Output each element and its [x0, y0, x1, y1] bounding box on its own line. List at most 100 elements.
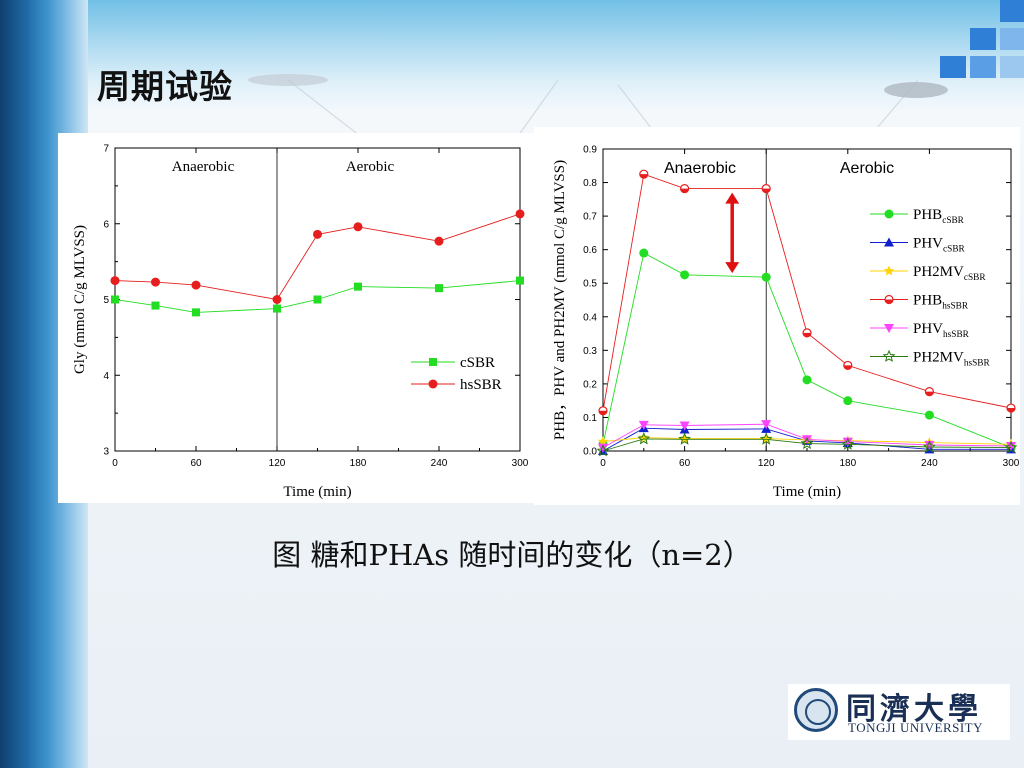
x-tick-label: 0: [600, 458, 606, 469]
y-tick-label: 7: [103, 144, 109, 155]
legend-label: hsSBR: [460, 377, 502, 393]
x-tick-label: 240: [431, 458, 448, 469]
data-point: [680, 183, 690, 194]
phase-label-aerobic: Aerobic: [840, 160, 894, 177]
data-point: [596, 444, 610, 457]
x-tick-label: 300: [1003, 458, 1020, 469]
slide-title: 周期试验: [97, 67, 233, 106]
data-point: [639, 169, 649, 179]
data-point: [435, 284, 443, 293]
data-point: [922, 440, 936, 453]
y-tick-label: 0.0: [583, 447, 597, 458]
y-tick-label: 0.3: [583, 346, 597, 357]
data-point: [802, 328, 812, 338]
data-point: [678, 432, 692, 445]
gly-chart: 0 60 120 180 240 300 3 4 5 6 7 Time (min) Gly (mmol …: [72, 144, 529, 501]
legend-entry: PHVhsSBR: [870, 321, 970, 340]
legend-marker: [882, 349, 896, 362]
legend-label: PHVhsSBR: [913, 321, 970, 340]
y-tick-label: 0.1: [583, 413, 597, 424]
legend-marker: [884, 209, 894, 219]
data-point: [1004, 440, 1018, 454]
x-tick-label: 120: [269, 458, 286, 469]
data-point: [802, 435, 812, 445]
data-point: [800, 436, 814, 450]
x-tick-label: 180: [839, 458, 856, 469]
data-point: [679, 421, 690, 431]
series-csbr: [111, 276, 524, 317]
data-point: [924, 410, 934, 420]
legend-label: cSBR: [460, 355, 495, 371]
x-tick-label: 0: [112, 458, 118, 469]
legend-entry: PH2MVcSBR: [870, 264, 986, 283]
legend-label: PH2MVcSBR: [913, 264, 986, 283]
phase-label-anaerobic: Anaerobic: [664, 160, 736, 177]
data-point: [843, 360, 853, 371]
legend-label: PHVcSBR: [913, 236, 966, 255]
logo-name-cn: 同濟大學: [846, 692, 982, 727]
data-point: [191, 280, 201, 290]
data-point: [354, 282, 362, 291]
series-phv-hssbr: [598, 420, 1016, 453]
legend-label: PH2MVhsSBR: [913, 350, 990, 369]
logo-name-en: TONGJI UNIVERSITY: [848, 720, 984, 735]
legend-entry: hsSBR: [411, 377, 502, 393]
y-tick-label: 4: [103, 371, 109, 382]
legend-marker: [884, 324, 894, 333]
y-axis-label: PHB，PHV and PH2MV (mmol C/g MLVSS): [552, 160, 568, 440]
series-hssbr: [110, 209, 525, 304]
data-point: [761, 183, 771, 194]
data-point: [638, 420, 649, 430]
pha-chart: 0 60 120 180 240 300 0.0 0.1 0.2 0.3 0.4 0.5 0.6 0.7 0…: [552, 145, 1020, 501]
series-ph2mv-hssbr: [596, 432, 1018, 457]
university-logo: 同濟大學 TONGJI UNIVERSITY: [788, 684, 1010, 740]
series-line: [114, 213, 521, 300]
data-point: [272, 295, 282, 304]
data-point: [924, 440, 935, 450]
data-point: [1006, 403, 1016, 413]
y-tick-label: 0.9: [583, 145, 597, 156]
data-point: [843, 396, 853, 406]
legend-entry: PHBhsSBR: [870, 293, 969, 312]
legend-marker: [884, 237, 894, 247]
y-tick-label: 0.5: [583, 279, 597, 290]
legend-label: PHBcSBR: [913, 207, 965, 226]
y-tick-label: 0.7: [583, 212, 597, 223]
gly-chart-panel: 0 60 120 180 240 300 3 4 5 6 7 Time (min) Gly (mmol …: [58, 133, 534, 503]
data-point: [597, 436, 609, 447]
series-line: [602, 423, 1012, 448]
data-point: [598, 406, 608, 416]
data-point: [313, 295, 322, 304]
legend-marker: [428, 379, 438, 389]
data-point: [598, 443, 608, 453]
y-tick-label: 0.6: [583, 245, 597, 256]
x-tick-label: 60: [679, 458, 691, 469]
data-point: [924, 387, 934, 397]
legend-entry: cSBR: [411, 355, 495, 371]
top-decor-band: [88, 0, 1024, 110]
data-point: [1006, 441, 1016, 451]
phase-label-aerobic: Aerobic: [346, 159, 395, 175]
phase-label-anaerobic: Anaerobic: [172, 159, 235, 175]
x-tick-label: 120: [758, 458, 775, 469]
data-point: [192, 308, 200, 317]
series-line: [114, 280, 521, 313]
plot-frame: [602, 148, 1012, 452]
difference-arrow: [725, 192, 740, 274]
data-point: [761, 420, 772, 430]
legend-entry: PH2MVhsSBR: [870, 350, 990, 369]
y-axis-label: Gly (mmol C/g MLVSS): [72, 225, 88, 374]
data-point: [802, 375, 812, 385]
university-seal: [794, 688, 838, 732]
legend-label: PHBhsSBR: [913, 293, 969, 312]
series-line: [602, 438, 1012, 452]
figure-caption: 图 糖和PHAs 随时间的变化（n=2）: [272, 538, 752, 572]
x-tick-label: 300: [512, 458, 529, 469]
legend-marker: [429, 358, 437, 366]
pha-chart-panel: 0 60 120 180 240 300 0.0 0.1 0.2 0.3 0.4 0.5 0.6 0.7 0…: [534, 127, 1020, 505]
series-phb-hssbr: [598, 169, 1016, 416]
legend-marker: [884, 294, 894, 305]
data-point: [151, 277, 160, 287]
x-tick-label: 60: [190, 458, 202, 469]
